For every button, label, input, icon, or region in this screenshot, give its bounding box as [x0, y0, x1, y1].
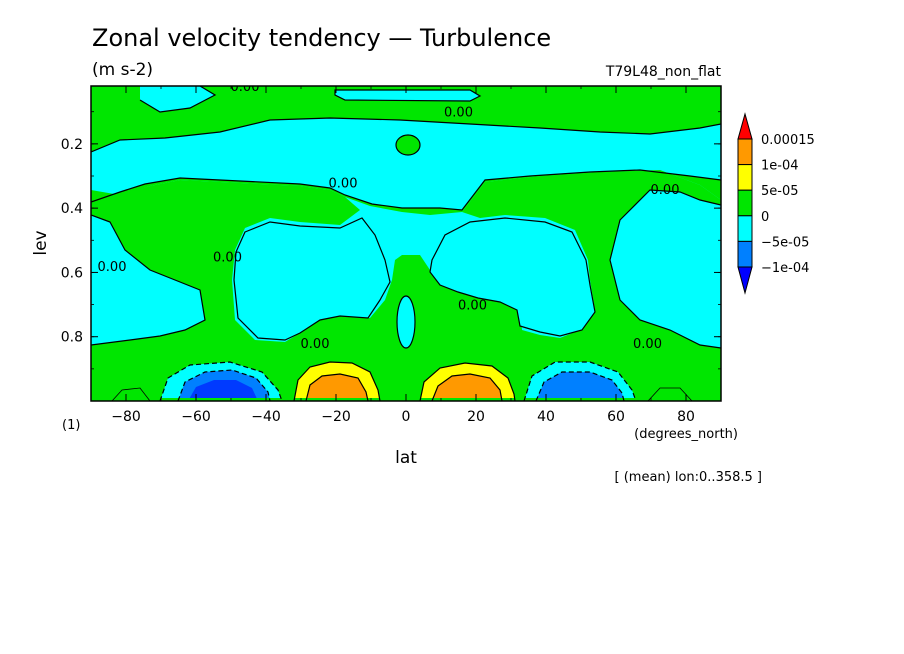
contour-label: 0.00 — [213, 250, 242, 265]
contour-label: 0.00 — [444, 106, 473, 121]
y-tick-label: 0.8 — [61, 330, 83, 346]
colorbar-label: −5e-05 — [761, 235, 809, 250]
region-left-cyan — [91, 215, 205, 345]
colorbar-swatch — [737, 138, 753, 166]
cell-north-positive-inner — [432, 374, 502, 401]
region-center-cyan — [234, 218, 390, 340]
x-tick-label: 20 — [467, 409, 485, 425]
contour-field: 0.00 0.00 0.00 0.00 0.00 0.00 0.00 0.00 0.00 — [91, 80, 721, 401]
x-tick-label: 40 — [537, 409, 555, 425]
colorbar-extend-bottom — [737, 266, 753, 295]
cell-south-positive-inner — [306, 374, 368, 401]
colorbar-swatch — [737, 215, 753, 242]
x-axis-ticks: −80 −60 −40 −20 0 20 40 60 80 — [90, 86, 722, 425]
y-tick-label: 0.4 — [61, 201, 83, 217]
x-tick-label: −60 — [181, 409, 211, 425]
units-label: (m s-2) — [92, 60, 153, 80]
y-tick-label: 0.6 — [61, 265, 83, 281]
y-axis-ticks: 0.2 0.4 0.6 0.8 — [61, 111, 721, 402]
y-axis-units: (1) — [62, 418, 80, 433]
x-axis-title: lat — [395, 448, 417, 468]
colorbar-label: 5e-05 — [761, 184, 799, 199]
cell-north-negative-inner — [536, 372, 624, 401]
colorbar-swatch — [737, 189, 753, 217]
colorbar-extend-top — [737, 112, 753, 140]
colorbar-label: −1e-04 — [761, 261, 809, 276]
region-right-cyan — [610, 190, 721, 348]
contour-label: 0.00 — [301, 337, 330, 352]
region-center-right-cyan — [430, 218, 595, 336]
colorbar: 0.00015 1e-04 5e-05 0 −5e-05 −1e-04 — [737, 112, 815, 295]
region-mid-green — [91, 170, 721, 401]
x-tick-label: −40 — [251, 409, 281, 425]
x-tick-label: −20 — [321, 409, 351, 425]
colorbar-swatch — [737, 164, 753, 191]
x-tick-label: −80 — [111, 409, 141, 425]
chart-title: Zonal velocity tendency — Turbulence — [92, 24, 551, 52]
x-tick-label: 0 — [402, 409, 411, 425]
colorbar-label: 0 — [761, 210, 769, 225]
contour-label: 0.00 — [633, 337, 662, 352]
contour-label: 0.00 — [98, 260, 127, 275]
x-tick-label: 60 — [607, 409, 625, 425]
region-top-strip — [335, 90, 480, 101]
contour-lines — [91, 86, 721, 401]
colorbar-label: 1e-04 — [761, 159, 799, 174]
subset-note: [ (mean) lon:0..358.5 ] — [615, 470, 763, 485]
colorbar-label: 0.00015 — [761, 133, 815, 148]
y-axis-title: lev — [31, 230, 51, 255]
contour-label: 0.00 — [651, 183, 680, 198]
region-upper-cyan — [91, 118, 721, 210]
contour-label: 0.00 — [458, 299, 487, 314]
contour-label: 0.00 — [329, 176, 358, 191]
contour-labels: 0.00 0.00 0.00 0.00 0.00 0.00 0.00 0.00 0.00 — [98, 80, 680, 352]
run-label: T79L48_non_flat — [605, 64, 722, 80]
x-tick-label: 80 — [677, 409, 695, 425]
x-axis-units: (degrees_north) — [634, 427, 738, 442]
region-equator-cyan — [397, 296, 415, 348]
region-small-green-blob — [396, 135, 420, 155]
y-tick-label: 0.2 — [61, 137, 83, 153]
cell-south-negative-core — [188, 380, 258, 401]
contour-label: 0.00 — [231, 80, 260, 95]
colorbar-swatch — [737, 240, 753, 268]
